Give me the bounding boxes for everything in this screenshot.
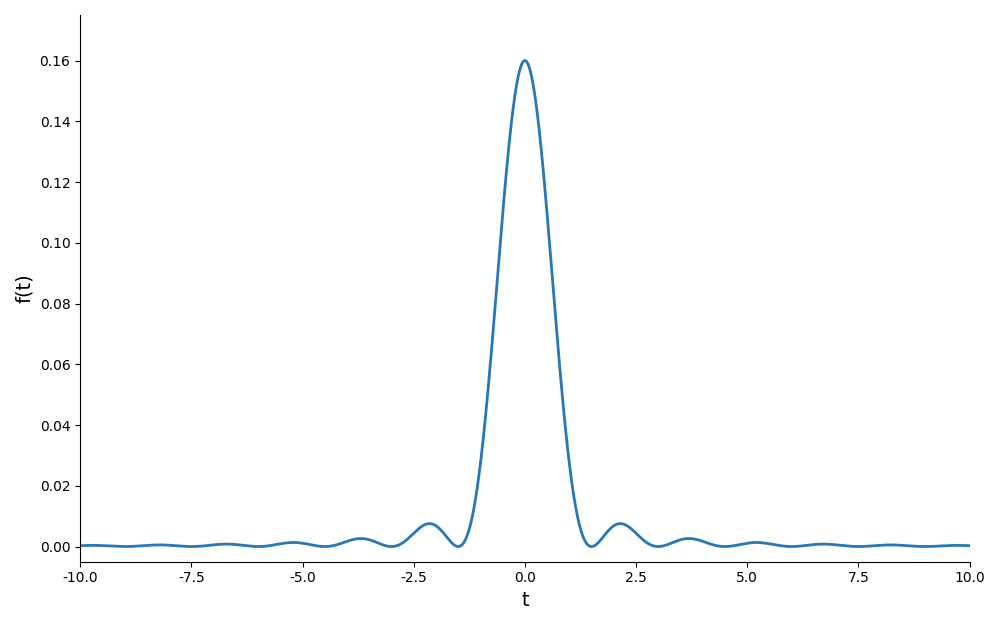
X-axis label: t: t — [521, 591, 529, 610]
Y-axis label: f(t): f(t) — [15, 274, 34, 303]
